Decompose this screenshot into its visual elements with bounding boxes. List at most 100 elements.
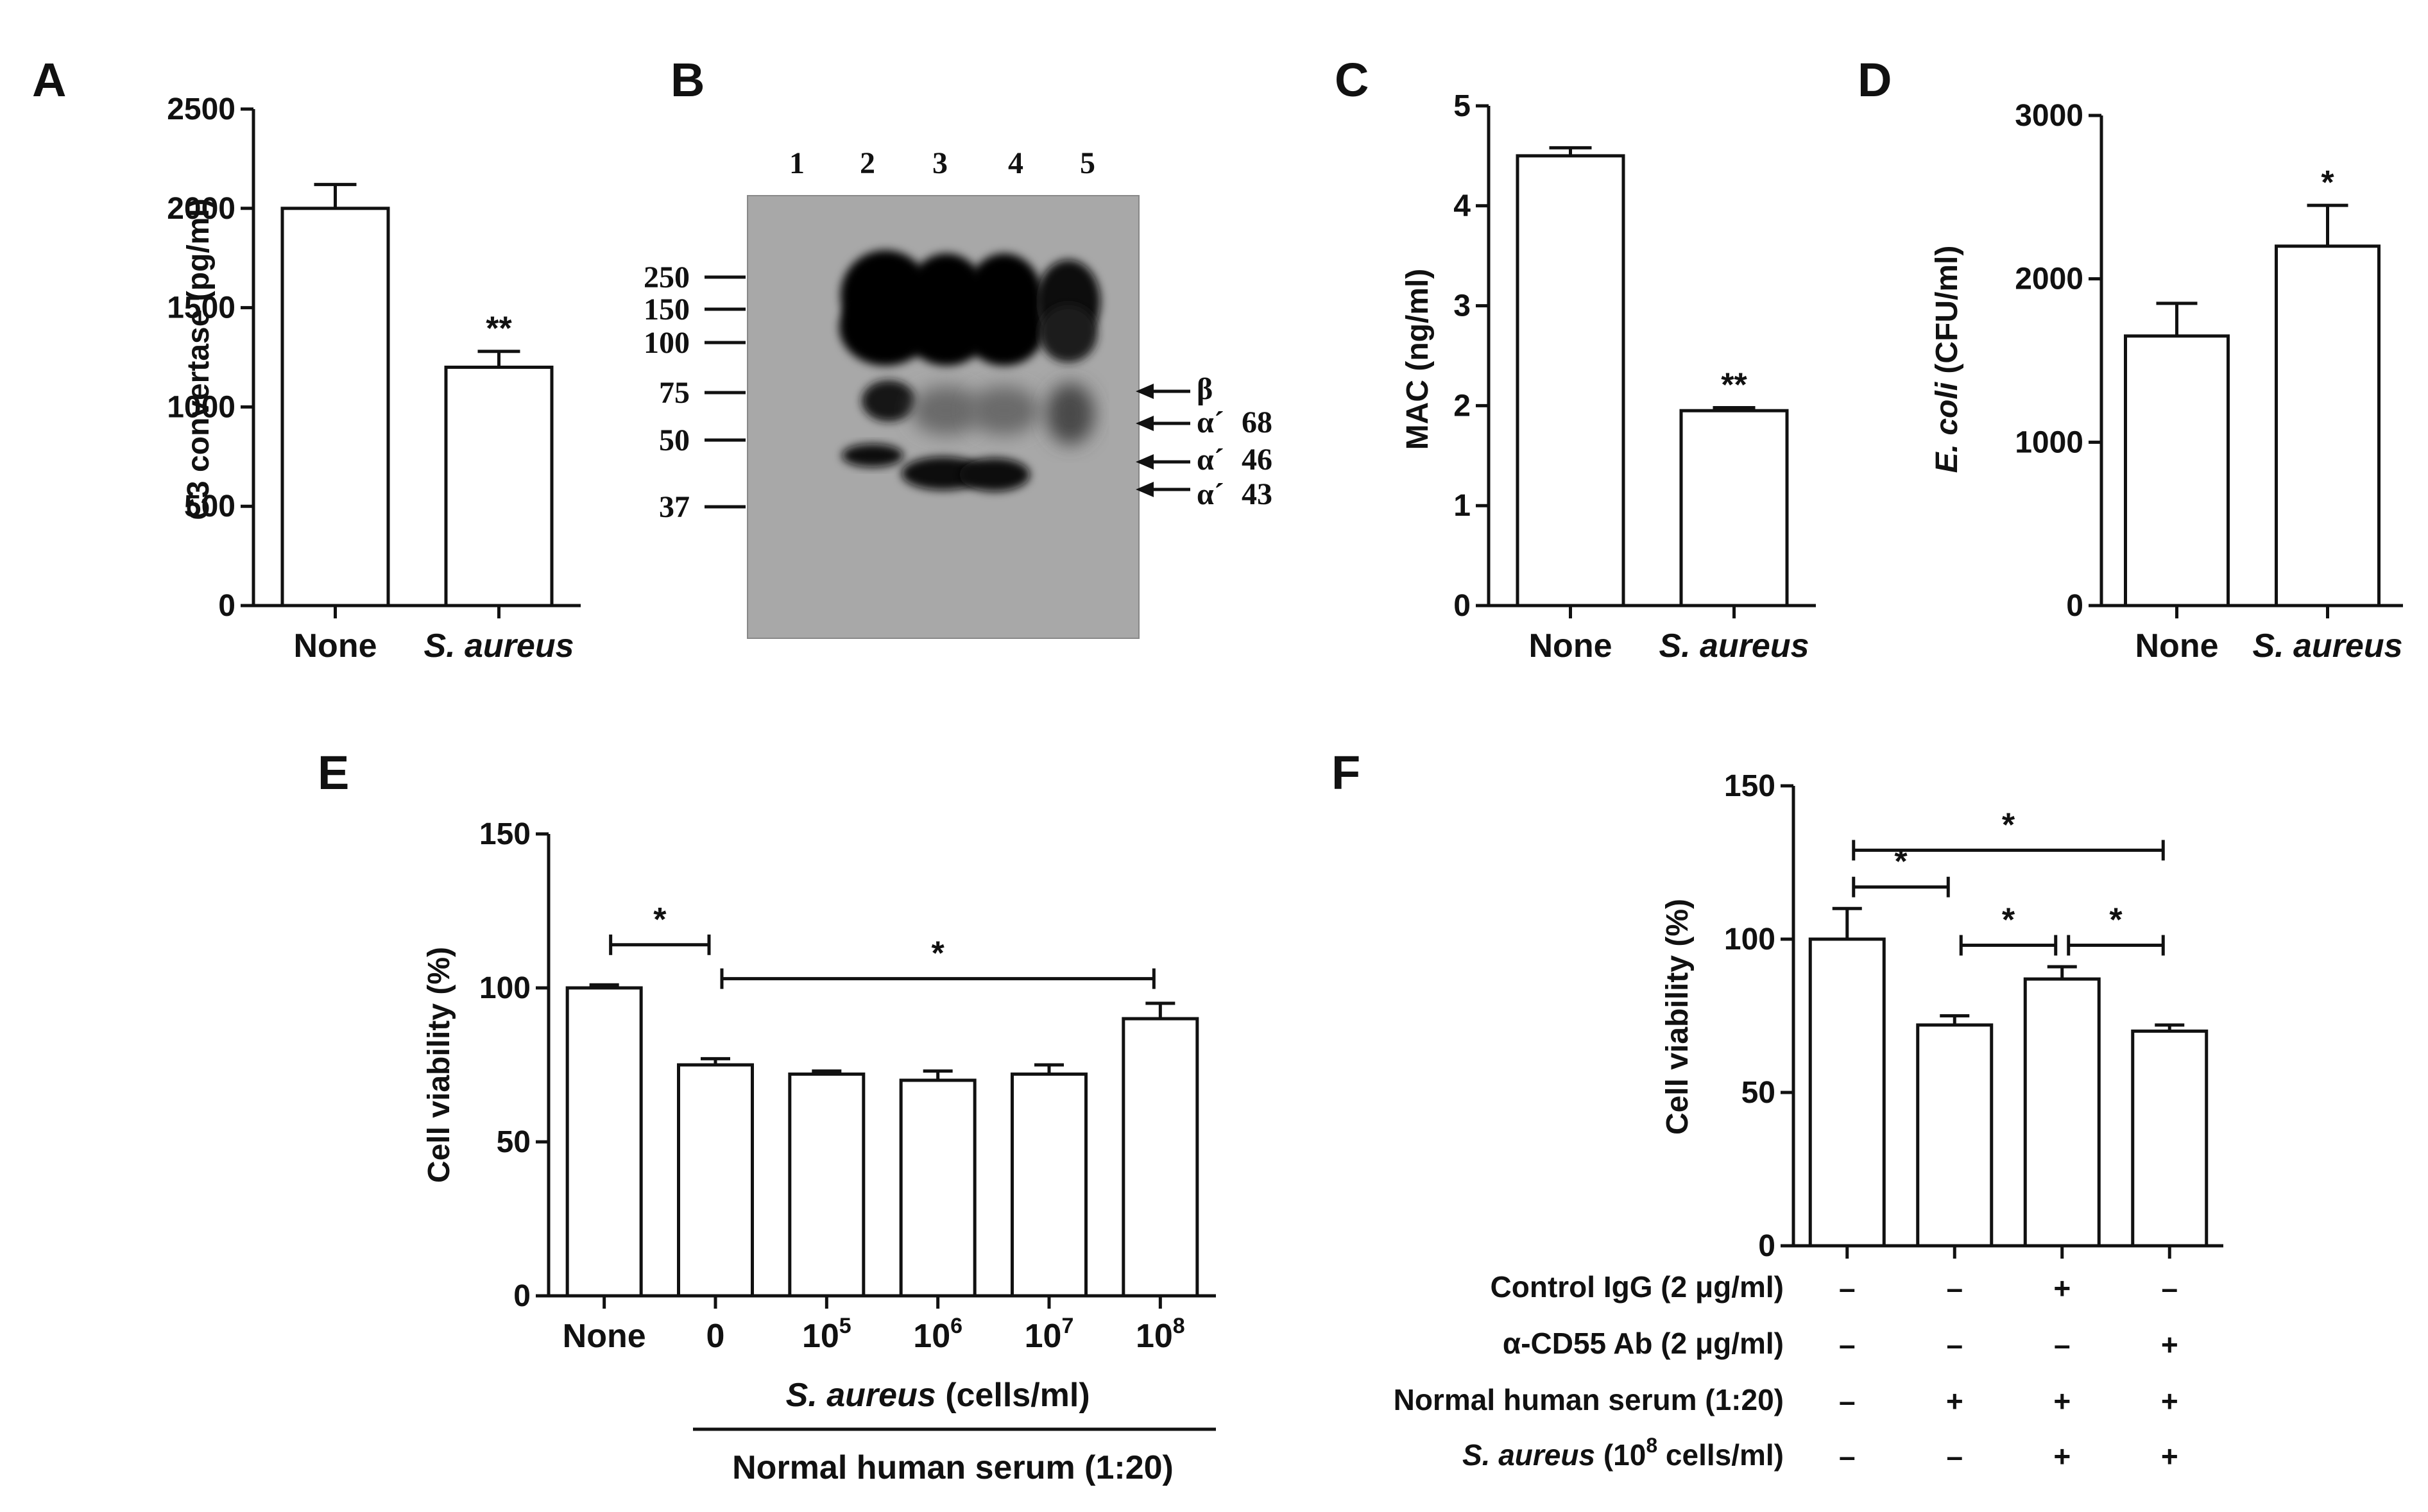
marker-label: 150 [644,293,690,327]
marker-label: 250 [644,260,690,294]
x-tick-label: 0 [706,1318,725,1355]
western-blot-panel: 1 2 3 4 5 250 150 100 75 50 37 β α´ 68 [644,146,1272,639]
x-tick-label: None [1529,627,1612,665]
condition-sign: – [1839,1271,1856,1305]
lane-label: 5 [1080,146,1095,180]
x-tick-label: S. aureus [2252,627,2402,665]
y-axis-label: Cell viability (%) [1661,899,1695,1135]
condition-label: Normal human serum (1:20) [1394,1383,1784,1416]
x-tick-label: 106 [913,1314,962,1355]
bar [2124,334,2230,607]
y-tick-label: 1000 [167,390,235,424]
condition-sign: – [1946,1440,1963,1473]
significance-mark: * [653,901,667,939]
condition-label: Control IgG (2 μg/ml) [1491,1270,1784,1304]
y-tick-label: 0 [513,1279,531,1313]
y-tick-label: 0 [2066,589,2083,623]
y-tick-label: 100 [1724,922,1775,956]
condition-sign: + [1946,1384,1963,1418]
lane-label: 2 [860,146,875,180]
bar [565,986,643,1298]
condition-label: S. aureus (108 cells/ml) [1462,1434,1784,1472]
bar [1122,1017,1199,1298]
condition-sign: + [2053,1440,2071,1473]
lane-label: 1 [789,146,805,180]
panel-letter-d: D [1858,53,1892,106]
condition-sign: – [1839,1384,1856,1418]
svg-text:α´: α´ [1197,443,1224,477]
y-axis-label: Cell viability (%) [422,947,456,1183]
marker-label: 100 [644,326,690,360]
y-tick-label: 5 [1453,89,1471,123]
bar [677,1063,754,1298]
condition-sign: – [1839,1440,1856,1473]
condition-sign: + [2161,1440,2178,1473]
x-tick-label: S. aureus [1659,627,1809,665]
bar [788,1072,866,1298]
bar [2275,244,2381,607]
y-tick-label: 2500 [167,92,235,126]
condition-sign: – [1946,1328,1963,1361]
chart-panel-d: 0 1000 2000 3000 E. coli (CFU/ml) None S. aure… [1930,99,2403,665]
x-tick-label: None [2135,627,2219,665]
y-tick-label: 0 [1758,1229,1775,1263]
svg-text:46: 46 [1242,443,1272,477]
band-arrow: α´ 43 [1136,477,1272,511]
y-tick-label: 150 [1724,769,1775,803]
y-tick-label: 4 [1453,189,1471,223]
x-tick-label: None [563,1318,646,1355]
y-tick-label: 0 [218,589,235,623]
bar [1679,409,1789,607]
condition-label: α-CD55 Ab (2 μg/ml) [1503,1327,1784,1360]
chart-panel-c: 0 1 2 3 4 5 MAC (ng/ml) None S. aureus ** [1401,89,1816,665]
significance-mark: ** [1721,367,1747,404]
significance-mark: * [1894,844,1908,881]
y-tick-label: 500 [184,489,235,523]
y-tick-label: 3 [1453,289,1471,323]
blot-band [911,386,982,435]
y-tick-label: 2 [1453,389,1471,423]
bar [2131,1029,2209,1248]
y-tick-label: 1500 [167,291,235,325]
bar [444,365,554,607]
significance-mark: * [2109,902,2123,939]
bar [1808,937,1886,1248]
lane-label: 4 [1008,146,1023,180]
blot-band [1046,383,1095,445]
bar [2023,977,2101,1248]
significance-mark: * [2002,902,2015,939]
bar [1916,1023,1994,1248]
condition-sign: + [2053,1384,2071,1418]
svg-text:α´: α´ [1197,477,1224,511]
y-axis-label: E. coli (CFU/ml) [1930,246,1964,473]
marker-label: 50 [659,423,690,457]
condition-sign: – [2054,1328,2071,1361]
y-tick-label: 2000 [167,192,235,226]
y-tick-label: 1 [1453,489,1471,523]
y-tick-label: 50 [1741,1076,1775,1110]
blot-band [905,295,987,366]
blot-band [959,458,1030,491]
significance-mark: ** [486,310,512,348]
condition-sign: + [2161,1384,2178,1418]
lane-label: 3 [932,146,948,180]
chart-panel-e: 0 50 100 150 Cell viability (%) None 0 105 106 10… [422,817,1216,1486]
x-tick-label: 105 [802,1314,851,1355]
marker-label: 37 [659,490,690,524]
blot-band [842,444,903,467]
band-arrow: α´ 68 [1136,405,1272,439]
band-arrow: β [1136,372,1213,406]
condition-sign: + [2161,1328,2178,1361]
panel-letter-e: E [318,746,349,799]
x-tick-label: 107 [1025,1314,1074,1355]
blot-band [1039,305,1097,362]
condition-sign: – [1946,1271,1963,1305]
bar [899,1078,977,1298]
blot-bands [839,250,1100,491]
significance-mark: * [2002,806,2015,844]
y-axis-label: C3 convertase (pg/ml) [182,198,216,520]
group-label: Normal human serum (1:20) [732,1449,1174,1486]
svg-text:β: β [1197,372,1213,406]
condition-sign: – [1839,1328,1856,1361]
